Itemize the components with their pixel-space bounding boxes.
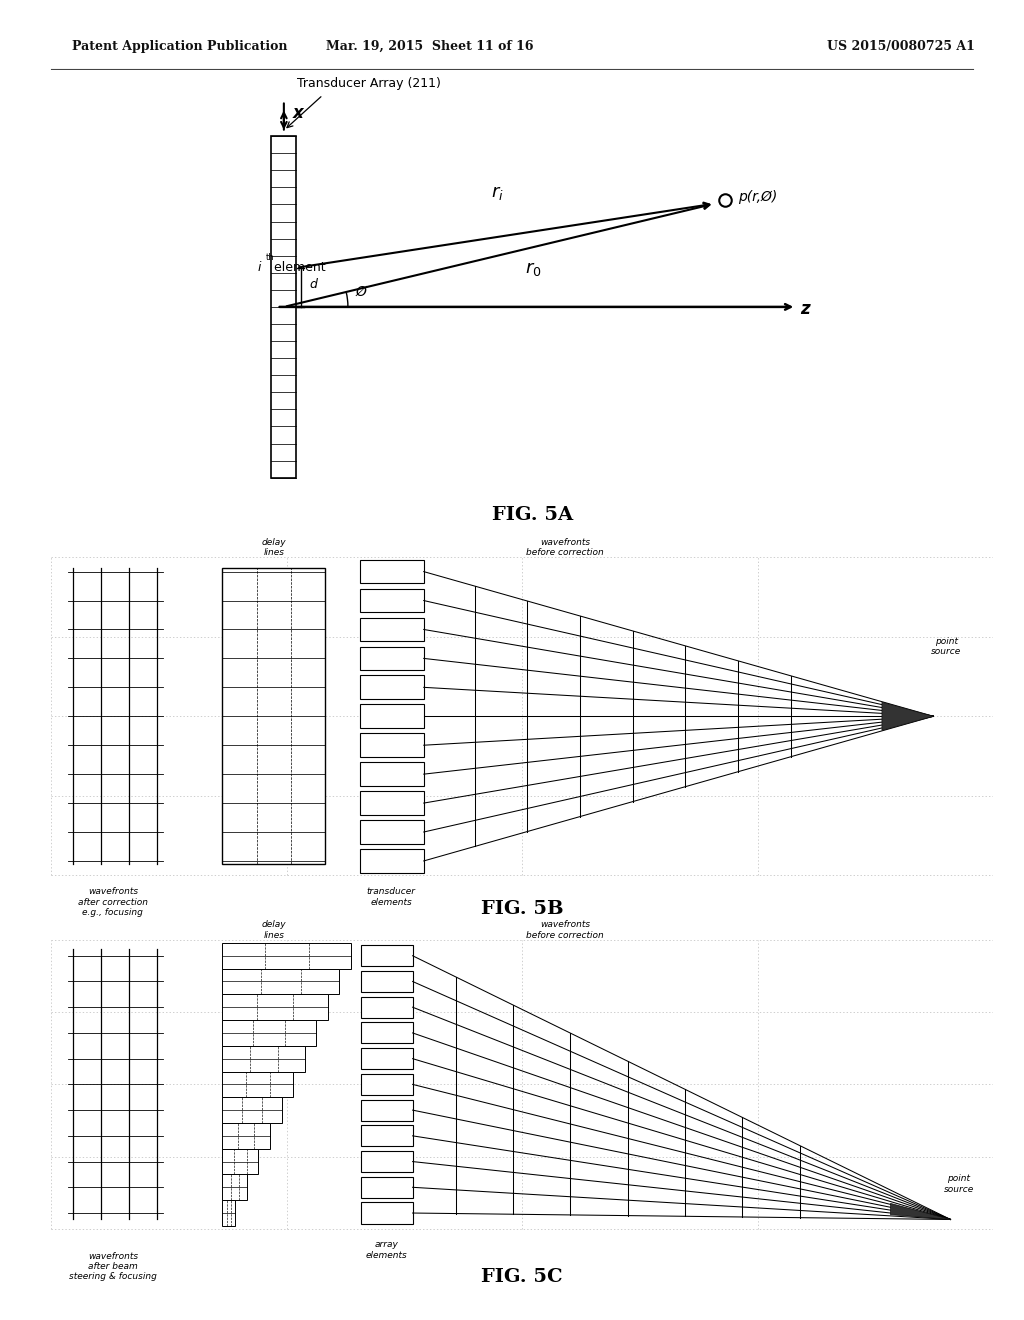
Text: FIG. 5B: FIG. 5B xyxy=(481,900,563,917)
Text: array
elements: array elements xyxy=(366,1241,408,1259)
Bar xyxy=(359,705,424,729)
Text: wavefronts
after beam
steering & focusing: wavefronts after beam steering & focusin… xyxy=(69,1251,157,1282)
Text: z: z xyxy=(800,300,809,318)
Bar xyxy=(222,1072,293,1097)
Text: x: x xyxy=(293,104,303,123)
Text: FIG. 5A: FIG. 5A xyxy=(493,507,573,524)
Text: FIG. 5C: FIG. 5C xyxy=(481,1269,563,1286)
Polygon shape xyxy=(891,1204,950,1220)
Text: delay
lines: delay lines xyxy=(261,539,286,557)
Text: i: i xyxy=(257,261,261,275)
Bar xyxy=(222,969,339,994)
Bar xyxy=(222,1020,316,1045)
Text: th: th xyxy=(265,252,274,261)
Bar xyxy=(359,791,424,814)
Bar xyxy=(222,942,351,969)
Bar xyxy=(361,1151,413,1172)
Bar xyxy=(222,1123,270,1148)
Bar xyxy=(361,1125,413,1146)
Text: element: element xyxy=(270,261,326,275)
Bar xyxy=(359,820,424,843)
Bar xyxy=(359,676,424,700)
Bar xyxy=(222,1097,282,1123)
Bar xyxy=(359,762,424,785)
Text: p(r,Ø): p(r,Ø) xyxy=(738,190,777,203)
Text: d: d xyxy=(309,277,317,290)
Bar xyxy=(222,568,326,865)
Text: $r_i$: $r_i$ xyxy=(490,183,504,202)
Bar xyxy=(359,589,424,612)
Bar xyxy=(361,1176,413,1197)
Bar xyxy=(361,1203,413,1224)
Bar xyxy=(361,1023,413,1044)
Text: wavefronts
before correction: wavefronts before correction xyxy=(526,539,604,557)
Polygon shape xyxy=(882,702,933,730)
Text: point
source: point source xyxy=(931,636,962,656)
Bar xyxy=(222,1175,247,1200)
Bar xyxy=(359,849,424,873)
Text: wavefronts
before correction: wavefronts before correction xyxy=(526,920,604,940)
Text: Ø: Ø xyxy=(355,285,366,300)
Text: $r_0$: $r_0$ xyxy=(524,260,542,277)
Text: Transducer Array (211): Transducer Array (211) xyxy=(297,77,441,90)
Text: wavefronts
after correction
e.g., focusing: wavefronts after correction e.g., focusi… xyxy=(78,887,147,917)
Bar xyxy=(222,994,328,1020)
Bar xyxy=(359,647,424,671)
Text: Patent Application Publication: Patent Application Publication xyxy=(72,40,287,53)
Bar xyxy=(361,972,413,993)
Text: transducer
elements: transducer elements xyxy=(367,887,416,907)
Text: delay
lines: delay lines xyxy=(261,920,286,940)
Text: point
source: point source xyxy=(944,1175,974,1193)
Bar xyxy=(361,1074,413,1096)
Bar xyxy=(361,997,413,1018)
Bar xyxy=(361,945,413,966)
Bar xyxy=(359,618,424,642)
Text: Mar. 19, 2015  Sheet 11 of 16: Mar. 19, 2015 Sheet 11 of 16 xyxy=(327,40,534,53)
Bar xyxy=(361,1100,413,1121)
Text: US 2015/0080725 A1: US 2015/0080725 A1 xyxy=(827,40,975,53)
Bar xyxy=(222,1045,305,1072)
Bar xyxy=(359,734,424,758)
Bar xyxy=(271,136,296,478)
Bar xyxy=(222,1200,236,1226)
Bar xyxy=(359,560,424,583)
Bar xyxy=(222,1148,258,1175)
Bar xyxy=(361,1048,413,1069)
